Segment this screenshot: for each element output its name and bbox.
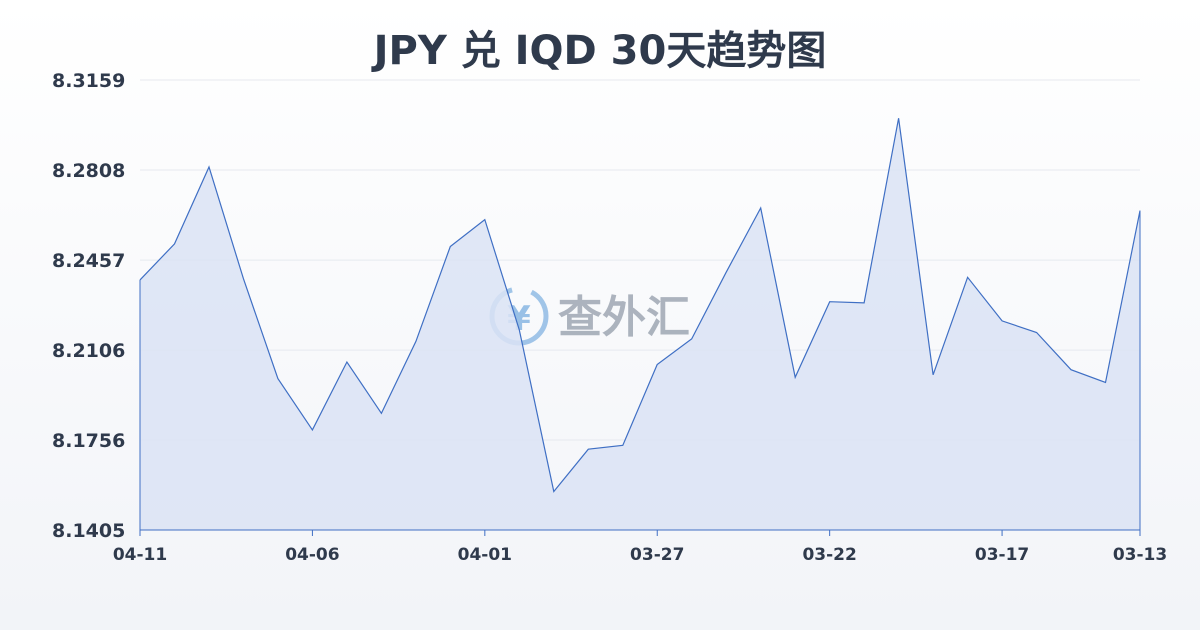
data-point	[483, 218, 486, 221]
y-tick-label: 8.1756	[52, 430, 125, 452]
data-point	[794, 376, 797, 379]
data-point	[725, 271, 728, 274]
chart-title: JPY 兑 IQD 30天趋势图	[373, 28, 827, 74]
watermark-text: 查外汇	[558, 292, 690, 343]
data-point	[932, 373, 935, 376]
x-tick-label: 03-22	[802, 545, 856, 565]
data-point	[139, 278, 142, 281]
data-point	[311, 428, 314, 431]
data-point	[414, 340, 417, 343]
data-point	[621, 444, 624, 447]
series-area	[140, 118, 1140, 530]
data-point	[863, 301, 866, 304]
data-point	[345, 360, 348, 363]
data-point	[552, 490, 555, 493]
data-point	[1104, 381, 1107, 384]
y-tick-label: 8.1405	[52, 520, 125, 542]
data-point	[828, 300, 831, 303]
data-point	[966, 276, 969, 279]
x-tick-label: 03-17	[975, 545, 1029, 565]
axes: 8.3159 8.2808 8.2457 8.2106 8.1756 8.1405 04-1…	[52, 70, 1167, 565]
data-point	[173, 242, 176, 245]
y-tick-label: 8.2106	[52, 340, 125, 362]
data-point	[587, 448, 590, 451]
y-tick-label: 8.2457	[52, 250, 125, 272]
series-line	[139, 118, 1141, 493]
x-tick-label: 04-01	[458, 545, 512, 565]
x-tick-label: 04-11	[113, 545, 167, 565]
y-tick-label: 8.2808	[52, 160, 125, 182]
watermark: ¥ 查外汇	[489, 286, 690, 346]
data-point	[1035, 331, 1038, 334]
data-point	[1070, 368, 1073, 371]
data-point	[449, 245, 452, 248]
data-point	[518, 328, 521, 331]
data-point	[690, 337, 693, 340]
data-point	[207, 165, 210, 168]
x-tick-label: 03-13	[1113, 545, 1167, 565]
data-point	[656, 363, 659, 366]
data-point	[759, 207, 762, 210]
series-layer	[139, 117, 1142, 530]
x-tick-label: 03-27	[630, 545, 684, 565]
data-point	[276, 377, 279, 380]
data-point	[1001, 319, 1004, 322]
x-tick-label: 04-06	[285, 545, 339, 565]
data-point	[242, 277, 245, 280]
data-point	[897, 117, 900, 120]
y-tick-label: 8.3159	[52, 70, 125, 92]
data-point	[1139, 209, 1142, 212]
data-point	[380, 412, 383, 415]
